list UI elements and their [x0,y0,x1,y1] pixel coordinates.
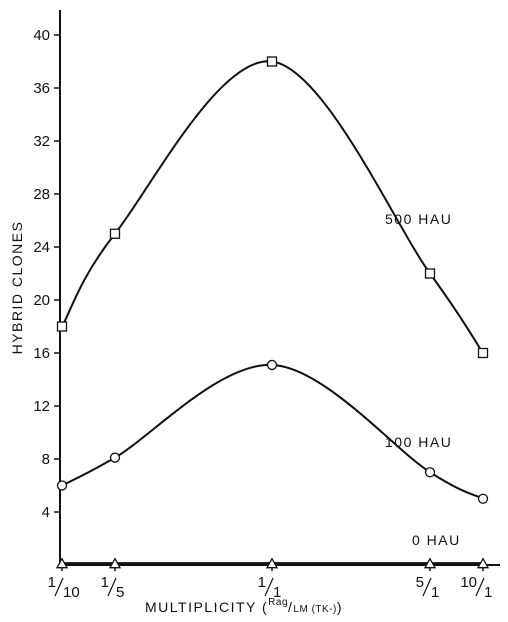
x-tick-denominator: 1 [273,584,281,601]
x-tick-denominator: 5 [116,584,124,601]
fraction-slash [264,577,274,597]
y-tick-label: 12 [33,398,50,415]
fraction-slash [107,577,117,597]
y-axis-title: HYBRID CLONES [9,221,25,355]
x-tick-numerator: 1 [48,574,56,591]
fraction-slash [54,577,64,597]
circle-point [109,452,121,463]
series-layer [55,56,490,569]
x-tick-label: 1 10 [48,574,80,601]
series-line [61,60,484,354]
square-point [109,228,121,239]
x-axis-title: MULTIPLICITY (Rag/LM (TK-)) [145,597,343,615]
triangle-point [476,557,490,569]
circle-point [56,480,68,491]
triangle-point [55,557,69,569]
series-label: 100 HAU [385,434,452,450]
square-point [424,268,436,279]
series-label: 500 HAU [385,211,452,227]
fraction-slash [475,577,485,597]
x-tick-label: 11 [258,574,282,601]
triangle-point [108,557,122,569]
square-point [477,347,489,359]
y-tick-label: 36 [33,80,50,97]
square-point [266,56,278,67]
circle-point [266,359,278,371]
y-tick-label: 32 [33,133,50,150]
series-label: 0 HAU [412,532,461,548]
y-tick-label: 4 [42,504,50,521]
fraction-slash [422,577,432,597]
x-tick-numerator: 1 [101,574,109,591]
circle-point [477,493,489,504]
x-tick-numerator: 1 [258,574,266,591]
x-tick-label: 15 [101,574,125,601]
y-tick-label: 40 [33,27,50,44]
series-circle [56,359,489,504]
x-tick-denominator: 1 [431,584,439,601]
series-square [56,56,489,359]
series-line [61,363,484,500]
y-tick-label: 28 [33,186,50,203]
x-tick-denominator: 10 [63,584,80,601]
x-tick-numerator: 10 [460,574,477,591]
x-tick-denominator: 1 [484,584,492,601]
square-point [56,321,68,332]
axes [54,10,500,571]
x-tick-label: 51 [416,574,440,601]
x-tick-label: 10 1 [460,574,492,601]
triangle-point [423,557,437,569]
series-triangle [55,557,490,569]
y-tick-label: 24 [33,239,50,256]
y-tick-label: 16 [33,345,50,362]
y-tick-label: 20 [33,292,50,309]
triangle-point [265,557,279,569]
y-tick-label: 8 [42,451,50,468]
x-tick-numerator: 5 [416,574,424,591]
circle-point [424,467,436,478]
